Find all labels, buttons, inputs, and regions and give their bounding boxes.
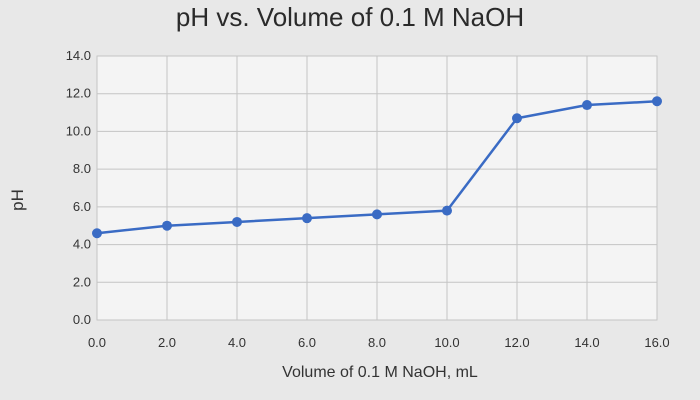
x-tick-label: 4.0 — [228, 335, 246, 350]
y-tick-label: 0.0 — [73, 312, 91, 327]
x-axis-title: Volume of 0.1 M NaOH, mL — [282, 364, 478, 381]
data-point — [92, 228, 102, 239]
data-point — [372, 209, 382, 220]
x-tick-label: 16.0 — [644, 335, 669, 350]
x-tick-label: 10.0 — [434, 335, 459, 350]
y-tick-label: 2.0 — [73, 274, 91, 289]
y-tick-label: 14.0 — [66, 48, 91, 63]
data-point — [512, 113, 522, 124]
x-tick-label: 2.0 — [158, 335, 176, 350]
data-point — [582, 100, 592, 111]
y-tick-label: 12.0 — [66, 86, 91, 101]
data-point — [232, 216, 242, 227]
y-tick-label: 10.0 — [66, 123, 91, 138]
data-point — [162, 220, 172, 231]
chart-title: pH vs. Volume of 0.1 M NaOH — [175, 2, 525, 32]
y-tick-label: 6.0 — [73, 199, 91, 214]
x-tick-label: 8.0 — [368, 335, 386, 350]
x-tick-label: 6.0 — [298, 335, 316, 350]
data-point — [442, 205, 452, 216]
y-tick-label: 8.0 — [73, 161, 91, 176]
y-tick-label: 4.0 — [73, 237, 91, 252]
x-tick-label: 14.0 — [574, 335, 599, 350]
data-point — [652, 96, 662, 107]
data-point — [302, 213, 312, 224]
x-tick-label: 0.0 — [88, 335, 106, 350]
x-tick-label: 12.0 — [504, 335, 529, 350]
